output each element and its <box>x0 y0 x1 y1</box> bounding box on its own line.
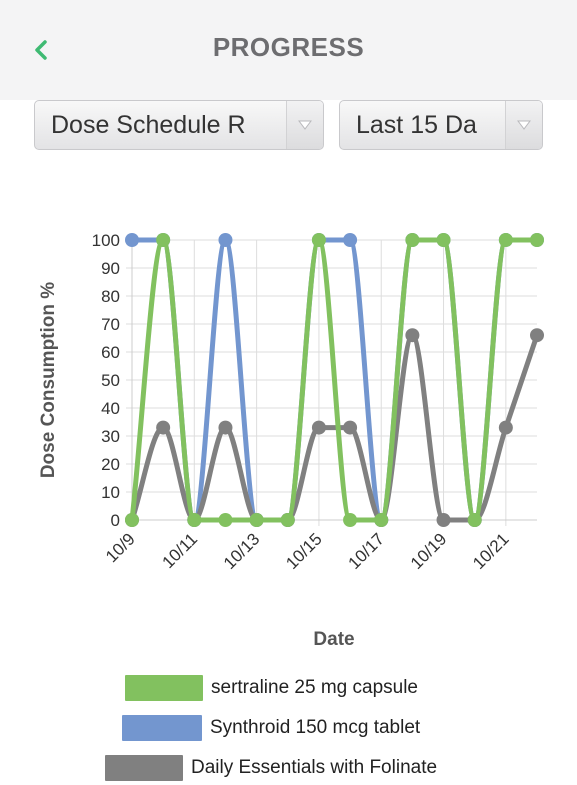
data-point <box>218 233 233 247</box>
x-tick-label: 10/9 <box>102 529 139 566</box>
legend-swatch <box>105 755 183 781</box>
series-line-2 <box>129 237 540 523</box>
data-point <box>498 420 513 435</box>
y-tick-label: 100 <box>92 231 120 250</box>
data-point <box>280 513 295 527</box>
data-point <box>125 233 139 247</box>
x-tick-label: 10/11 <box>159 529 202 572</box>
y-tick-label: 70 <box>101 315 120 334</box>
legend-item: Daily Essentials with Folinate <box>105 753 437 783</box>
x-axis-title: Date <box>313 629 354 650</box>
data-point <box>530 328 544 343</box>
date-range-select-value: Last 15 Da <box>356 110 477 139</box>
legend-item: sertraline 25 mg capsule <box>125 673 418 703</box>
data-point <box>311 233 326 247</box>
x-tick-label: 10/17 <box>345 529 389 573</box>
data-point <box>218 513 233 527</box>
x-tick-label: 10/19 <box>407 529 451 573</box>
data-point <box>218 420 233 435</box>
y-tick-label: 60 <box>101 343 120 362</box>
data-point <box>187 513 202 527</box>
x-tick-label: 10/15 <box>282 529 326 573</box>
data-point <box>405 233 420 247</box>
data-point <box>156 420 171 435</box>
legend-label: sertraline 25 mg capsule <box>211 677 418 698</box>
y-tick-label: 10 <box>101 483 120 502</box>
y-tick-label: 30 <box>101 427 120 446</box>
y-tick-label: 40 <box>101 399 120 418</box>
legend-swatch <box>125 675 203 701</box>
data-point <box>374 513 389 527</box>
y-tick-label: 20 <box>101 455 120 474</box>
legend-label: Synthroid 150 mcg tablet <box>210 717 421 738</box>
data-point <box>467 513 482 527</box>
y-axis-title: Dose Consumption % <box>38 282 59 478</box>
data-point <box>343 513 358 527</box>
data-point <box>311 420 326 435</box>
legend-swatch <box>122 715 202 741</box>
dose-schedule-select-value: Dose Schedule R <box>51 110 246 139</box>
back-button[interactable] <box>26 30 56 70</box>
date-range-select[interactable]: Last 15 Da <box>339 100 543 150</box>
y-tick-label: 50 <box>101 371 120 390</box>
data-point <box>436 233 451 247</box>
y-tick-label: 90 <box>101 259 120 278</box>
y-tick-label: 80 <box>101 287 120 306</box>
page-title: PROGRESS <box>212 32 365 62</box>
data-point <box>436 513 451 527</box>
x-tick-label: 10/13 <box>220 529 264 573</box>
chevron-down-icon <box>286 101 323 149</box>
header-bar: PROGRESS <box>0 0 577 100</box>
data-point <box>156 233 171 247</box>
x-tick-label: 10/21 <box>469 529 513 573</box>
data-point <box>343 233 358 247</box>
data-point <box>125 513 139 527</box>
chevron-down-icon <box>505 101 542 149</box>
y-tick-label: 0 <box>111 511 120 530</box>
dose-schedule-select[interactable]: Dose Schedule R <box>34 100 324 150</box>
chevron-left-icon <box>35 40 47 60</box>
legend-label: Daily Essentials with Folinate <box>191 757 438 778</box>
legend-item: Synthroid 150 mcg tablet <box>122 713 420 743</box>
data-point <box>343 420 358 435</box>
data-point <box>249 513 264 527</box>
data-point <box>405 328 420 343</box>
data-point <box>530 233 544 247</box>
data-point <box>498 233 513 247</box>
